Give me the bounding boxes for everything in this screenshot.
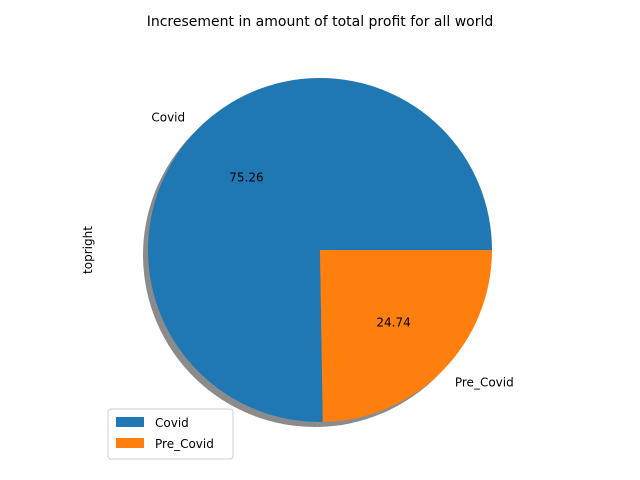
pie-labels: Covid 75.26 Pre_Covid 24.74 (151, 110, 513, 389)
slice-label-pre-covid: Pre_Covid (455, 376, 514, 390)
slice-value-label-pre-covid: 24.74 (376, 315, 410, 329)
y-axis-label: topright (81, 226, 95, 274)
legend-label-pre-covid: Pre_Covid (155, 437, 214, 451)
pie-slices (147, 77, 492, 422)
slice-covid (147, 77, 492, 422)
legend-swatch-pre-covid (116, 438, 144, 448)
legend-swatch-covid (116, 417, 144, 427)
chart-title: Incresement in amount of total profit fo… (147, 14, 494, 30)
slice-value-label-covid: 75.26 (229, 171, 263, 185)
slice-pre-covid (320, 250, 492, 422)
legend-label-covid: Covid (155, 416, 189, 430)
legend: Covid Pre_Covid (107, 408, 234, 460)
slice-label-covid: Covid (151, 110, 185, 124)
